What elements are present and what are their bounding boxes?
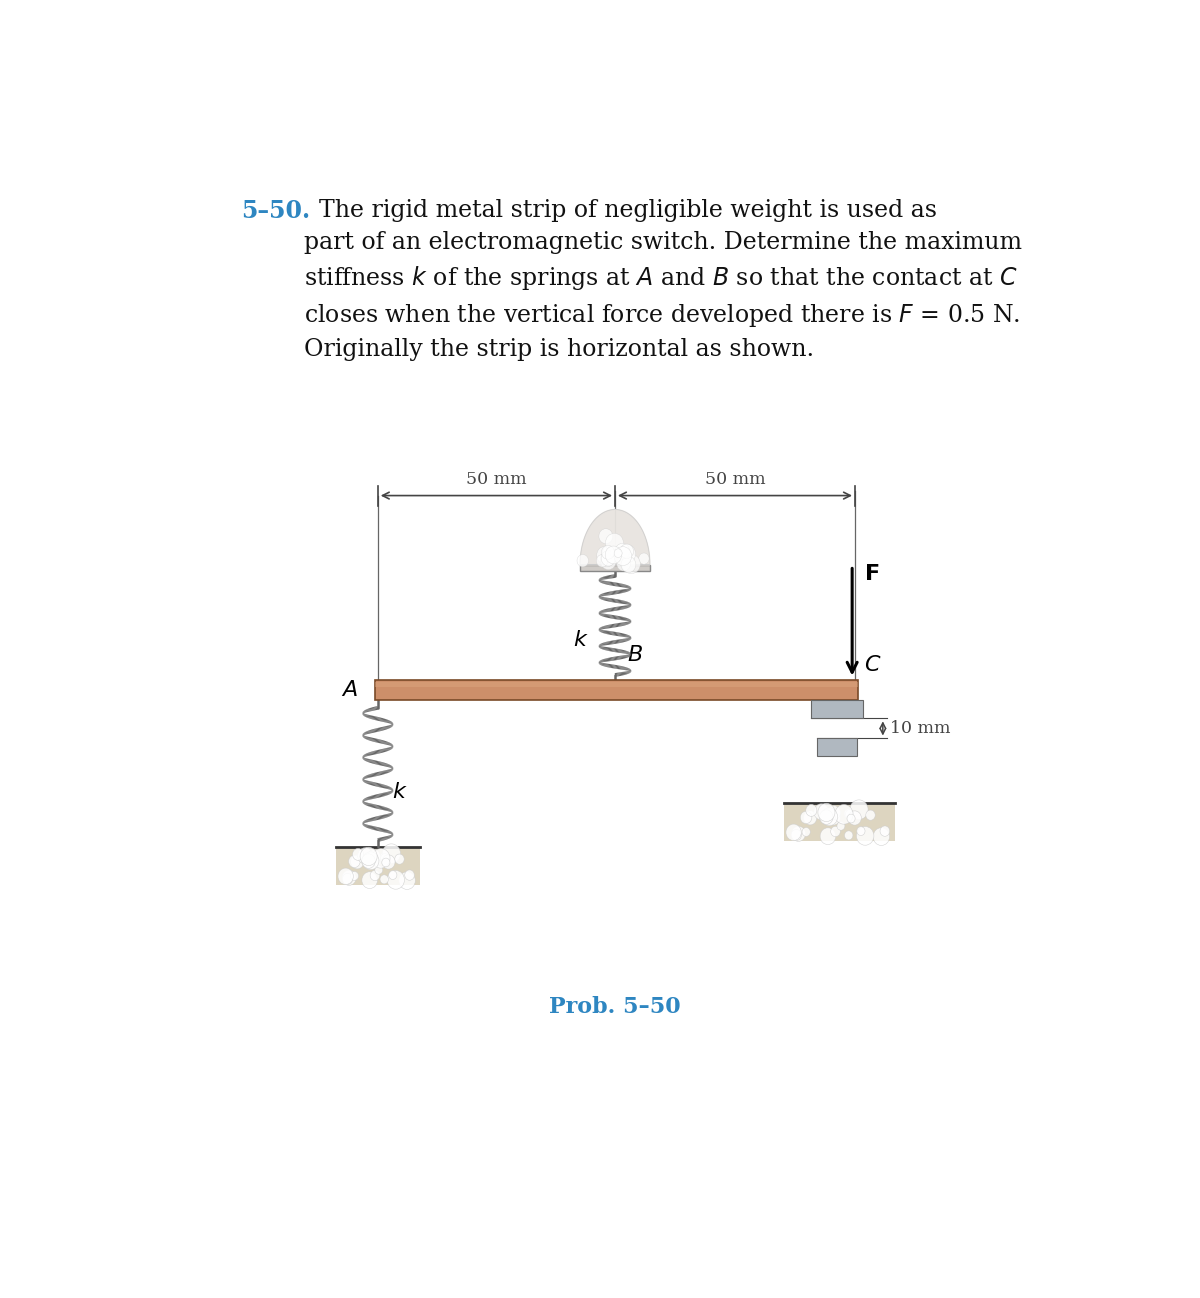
Circle shape <box>880 826 889 836</box>
Text: 50 mm: 50 mm <box>466 471 527 488</box>
Circle shape <box>388 871 404 889</box>
Circle shape <box>389 871 397 880</box>
Circle shape <box>845 831 853 840</box>
Circle shape <box>850 800 868 819</box>
Circle shape <box>342 870 356 885</box>
Circle shape <box>791 829 802 841</box>
Circle shape <box>614 549 622 558</box>
Bar <box>376 683 858 688</box>
Text: Prob. 5–50: Prob. 5–50 <box>550 997 680 1019</box>
Circle shape <box>616 544 630 559</box>
Circle shape <box>372 849 390 868</box>
Circle shape <box>814 803 829 820</box>
Circle shape <box>342 874 353 884</box>
Circle shape <box>623 554 641 574</box>
Text: 10 mm: 10 mm <box>890 720 950 737</box>
Circle shape <box>382 858 390 867</box>
Circle shape <box>622 557 636 572</box>
Circle shape <box>362 851 379 870</box>
Circle shape <box>846 810 853 818</box>
Circle shape <box>638 553 649 565</box>
Text: $\mathbf{F}$: $\mathbf{F}$ <box>864 563 880 584</box>
Circle shape <box>360 848 377 866</box>
Circle shape <box>383 844 401 863</box>
Circle shape <box>820 828 835 845</box>
Circle shape <box>599 528 613 544</box>
Circle shape <box>379 853 389 862</box>
Circle shape <box>614 546 631 566</box>
Circle shape <box>605 546 622 563</box>
Circle shape <box>874 828 889 845</box>
Text: $B$: $B$ <box>628 645 643 666</box>
Circle shape <box>350 854 364 868</box>
Text: $A$: $A$ <box>341 679 358 701</box>
Circle shape <box>358 848 373 864</box>
Circle shape <box>844 809 853 819</box>
Circle shape <box>366 854 380 870</box>
Circle shape <box>821 807 838 826</box>
Circle shape <box>398 872 415 889</box>
Text: $k$: $k$ <box>391 781 408 803</box>
Circle shape <box>848 811 862 826</box>
Bar <box>376 680 858 701</box>
Circle shape <box>600 552 614 567</box>
Circle shape <box>830 827 840 837</box>
Circle shape <box>857 827 874 845</box>
Circle shape <box>338 868 353 884</box>
Circle shape <box>601 550 616 566</box>
Circle shape <box>828 806 840 819</box>
Circle shape <box>835 805 853 824</box>
Circle shape <box>802 828 810 836</box>
Circle shape <box>847 814 856 823</box>
Circle shape <box>620 544 634 558</box>
Text: The rigid metal strip of negligible weight is used as
part of an electromagnetic: The rigid metal strip of negligible weig… <box>305 199 1022 361</box>
Circle shape <box>362 872 378 889</box>
Circle shape <box>596 554 608 567</box>
Text: 5–50.: 5–50. <box>241 199 311 223</box>
Circle shape <box>370 870 380 880</box>
Circle shape <box>374 866 383 875</box>
Bar <box>580 565 650 571</box>
Circle shape <box>404 870 414 880</box>
Circle shape <box>602 546 613 557</box>
Circle shape <box>361 854 376 868</box>
Circle shape <box>605 553 614 563</box>
Circle shape <box>857 827 865 836</box>
Circle shape <box>792 827 805 841</box>
Circle shape <box>804 811 817 826</box>
Circle shape <box>826 810 840 826</box>
Circle shape <box>820 810 833 824</box>
Circle shape <box>367 850 380 863</box>
Circle shape <box>353 849 364 861</box>
Circle shape <box>601 553 616 570</box>
Text: $C$: $C$ <box>864 654 882 676</box>
Circle shape <box>610 549 617 557</box>
Circle shape <box>601 545 614 559</box>
Circle shape <box>836 822 845 831</box>
Circle shape <box>395 854 404 864</box>
Circle shape <box>606 533 624 553</box>
Circle shape <box>380 875 389 884</box>
Circle shape <box>800 811 812 824</box>
Circle shape <box>596 546 613 563</box>
Bar <box>784 803 895 841</box>
Circle shape <box>380 854 389 862</box>
Text: $k$: $k$ <box>574 630 589 652</box>
Bar <box>816 739 858 757</box>
Polygon shape <box>580 510 650 565</box>
Bar <box>336 848 420 885</box>
Circle shape <box>818 803 835 822</box>
Circle shape <box>786 824 802 841</box>
Bar <box>811 701 863 719</box>
Circle shape <box>577 554 588 567</box>
Circle shape <box>382 855 395 870</box>
Text: 50 mm: 50 mm <box>704 471 766 488</box>
Circle shape <box>617 556 630 571</box>
Circle shape <box>865 810 875 820</box>
Circle shape <box>805 805 817 816</box>
Circle shape <box>350 871 359 880</box>
Circle shape <box>618 544 636 563</box>
Circle shape <box>349 855 360 867</box>
